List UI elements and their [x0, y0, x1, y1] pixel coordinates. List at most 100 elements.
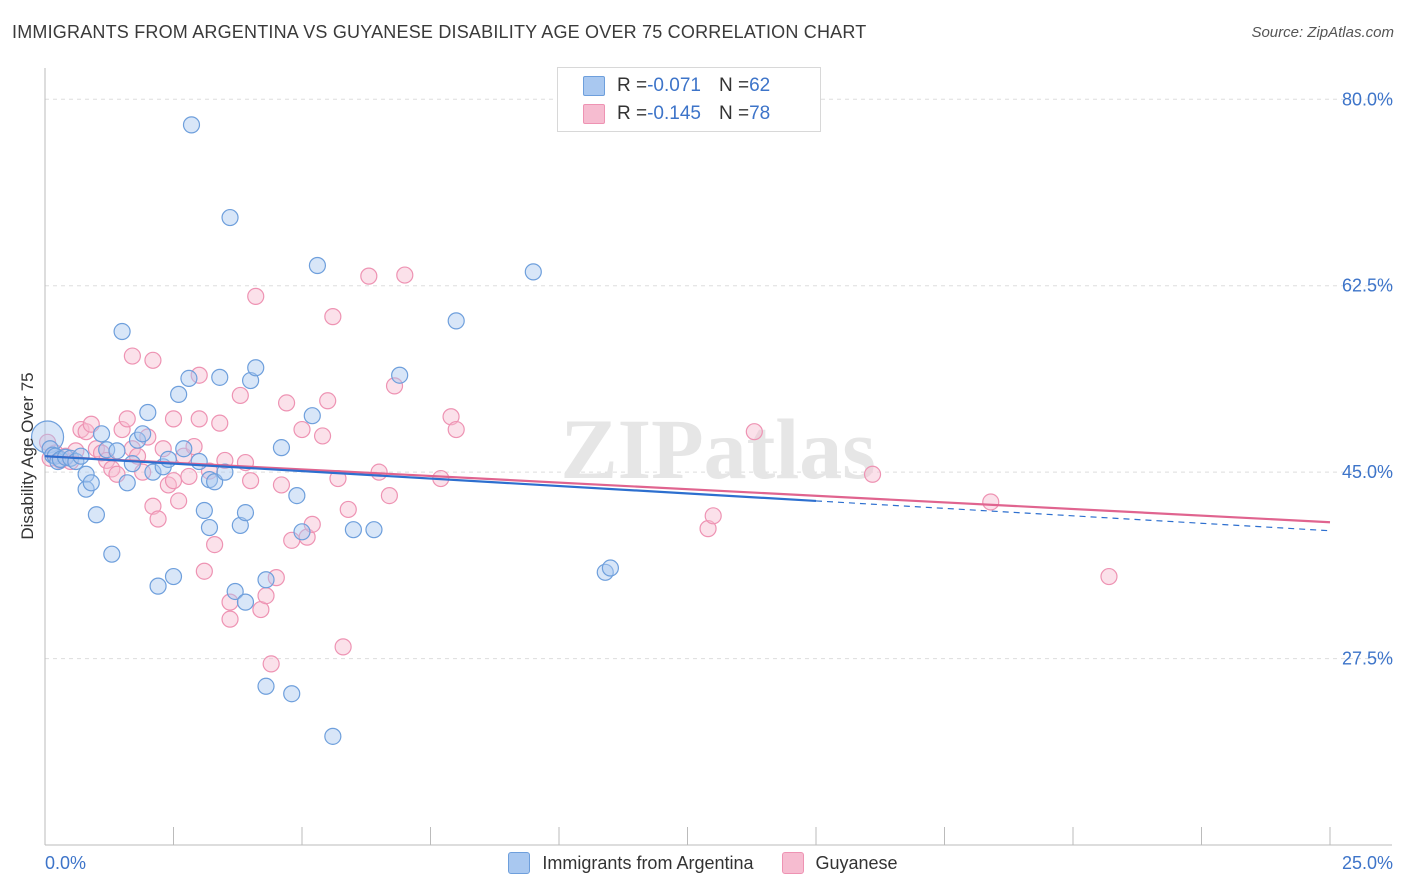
- guyanese-point: [113, 420, 131, 439]
- guyanese-point: [442, 408, 460, 426]
- guyanese-point: [170, 492, 188, 510]
- argentina-point: [180, 369, 198, 388]
- argentina-point: [216, 463, 234, 481]
- argentina-point: [159, 450, 177, 468]
- legend-row-argentina: R = -0.071 N = 62: [583, 73, 770, 99]
- argentina-point: [200, 518, 219, 537]
- argentina-point: [324, 727, 342, 745]
- guyanese-point: [360, 267, 378, 285]
- argentina-point: [272, 439, 291, 457]
- argentina-point: [149, 577, 167, 595]
- x-tick-label: 0.0%: [45, 853, 86, 873]
- argentina-point: [365, 521, 383, 539]
- guyanese-point: [149, 510, 167, 528]
- guyanese-point: [262, 655, 280, 673]
- y-tick-label: 27.5%: [1342, 649, 1393, 669]
- guyanese-point: [704, 507, 722, 525]
- argentina-swatch: [583, 76, 605, 96]
- r-label: R =: [617, 103, 648, 124]
- argentina-point: [221, 208, 239, 227]
- y-tick-label: 62.5%: [1342, 276, 1393, 296]
- n-value: 62: [749, 75, 771, 96]
- guyanese-point: [123, 347, 141, 365]
- guyanese-point: [221, 610, 239, 628]
- r-value: -0.071: [647, 75, 701, 96]
- argentina-point: [82, 474, 100, 492]
- guyanese-point: [324, 308, 342, 326]
- guyanese-point: [144, 351, 162, 369]
- argentina-point: [447, 312, 465, 330]
- legend-item-argentina[interactable]: Immigrants from Argentina: [508, 852, 754, 874]
- n-value: 78: [749, 103, 771, 124]
- guyanese-points: [38, 266, 1118, 673]
- argentina-point: [211, 368, 229, 386]
- legend-row-guyanese: R = -0.145 N = 78: [583, 101, 770, 127]
- argentina-point: [231, 516, 249, 535]
- guyanese-point: [164, 410, 183, 428]
- guyanese-point: [334, 638, 352, 656]
- gridlines: [45, 98, 1392, 660]
- argentina-point: [236, 593, 255, 611]
- guyanese-point: [257, 587, 275, 605]
- guyanese-point: [195, 562, 213, 580]
- guyanese-point: [380, 486, 398, 505]
- guyanese-point: [144, 497, 162, 515]
- argentina-point: [190, 452, 208, 471]
- y-axis-label: Disability Age Over 75: [18, 372, 37, 540]
- guyanese-point: [154, 440, 172, 458]
- guyanese-swatch: [781, 852, 804, 874]
- y-tick-label: 45.0%: [1342, 462, 1393, 482]
- guyanese-point: [982, 493, 1000, 511]
- guyanese-trend-line: [44, 455, 1331, 524]
- guyanese-point: [447, 420, 465, 439]
- argentina-point: [236, 504, 255, 522]
- guyanese-point: [118, 410, 136, 428]
- trend-lines: [44, 455, 1331, 532]
- argentina-point: [113, 322, 131, 341]
- argentina-point: [175, 440, 193, 458]
- argentina-point: [108, 442, 126, 460]
- argentina-point: [524, 263, 542, 281]
- guyanese-point: [1100, 567, 1118, 586]
- correlation-legend: R = -0.071 N = 62 R = -0.145 N = 78: [557, 67, 821, 132]
- guyanese-point: [293, 420, 311, 439]
- legend-item-guyanese[interactable]: Guyanese: [781, 852, 898, 874]
- x-tick-label: 25.0%: [1342, 853, 1393, 873]
- legend-label-argentina: Immigrants from Argentina: [542, 852, 754, 873]
- guyanese-point: [319, 392, 337, 410]
- guyanese-point: [385, 377, 404, 395]
- argentina-point: [247, 359, 265, 377]
- argentina-point: [257, 571, 275, 589]
- argentina-point: [288, 486, 306, 505]
- guyanese-point: [190, 410, 208, 428]
- argentina-point: [87, 506, 106, 524]
- guyanese-point: [247, 287, 265, 305]
- guyanese-point: [745, 423, 763, 441]
- guyanese-point: [164, 472, 183, 490]
- x-tick-labels: 0.0% 25.0%: [45, 853, 1393, 873]
- guyanese-point: [231, 386, 249, 405]
- argentina-point: [242, 371, 260, 390]
- argentina-point: [601, 559, 620, 577]
- guyanese-point: [242, 472, 260, 490]
- argentina-trend-extension: [815, 500, 1331, 532]
- guyanese-point: [396, 266, 414, 284]
- argentina-point: [195, 501, 213, 520]
- guyanese-point: [277, 394, 296, 412]
- guyanese-point: [699, 520, 717, 538]
- guyanese-point: [339, 500, 357, 519]
- guyanese-point: [211, 414, 229, 432]
- y-tick-labels: 27.5% 45.0% 62.5% 80.0%: [1342, 89, 1393, 668]
- guyanese-point: [313, 427, 332, 445]
- argentina-point: [164, 567, 183, 586]
- argentina-point: [103, 545, 121, 563]
- legend-label-guyanese: Guyanese: [815, 852, 898, 873]
- argentina-point: [139, 403, 157, 422]
- r-value: -0.145: [647, 103, 701, 124]
- argentina-point: [72, 447, 90, 465]
- argentina-point: [92, 425, 111, 443]
- guyanese-swatch: [583, 104, 605, 124]
- argentina-trend-line: [44, 455, 817, 503]
- argentina-point: [308, 256, 327, 275]
